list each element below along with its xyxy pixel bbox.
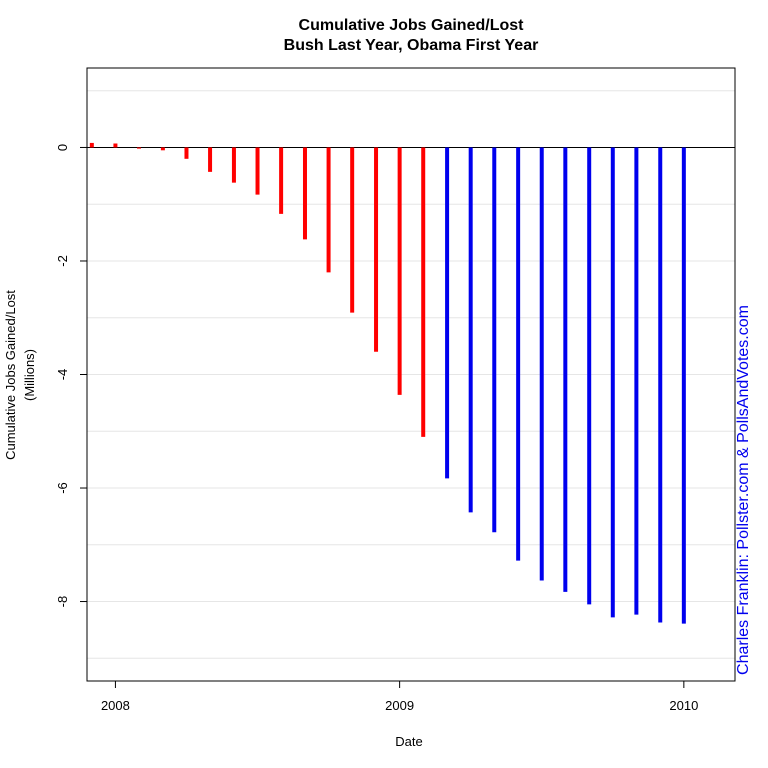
gridlines [87, 90, 735, 659]
x-tick-label: 2010 [669, 698, 698, 713]
x-axis-label: Date [395, 734, 422, 749]
y-tick-label: -2 [55, 255, 70, 267]
y-axis-label-line-2: (Millions) [22, 349, 37, 401]
x-tick-label: 2008 [101, 698, 130, 713]
y-tick-label: 0 [55, 144, 70, 151]
x-tick-label: 2009 [385, 698, 414, 713]
chart-title-line-2: Bush Last Year, Obama First Year [284, 37, 539, 54]
chart-title-line-1: Cumulative Jobs Gained/Lost [299, 17, 525, 34]
y-tick-label: -4 [55, 369, 70, 381]
credit-label: Charles Franklin: Pollster.com & PollsAn… [735, 305, 752, 675]
axis-ticks: 0 -2 -4 -6 -8 2008 2009 2010 [55, 144, 698, 713]
y-tick-label: -8 [55, 596, 70, 608]
plot-frame [86, 67, 736, 682]
data-bars [89, 142, 686, 624]
y-axis-label-line-1: Cumulative Jobs Gained/Lost [3, 290, 18, 460]
y-tick-label: -6 [55, 482, 70, 494]
